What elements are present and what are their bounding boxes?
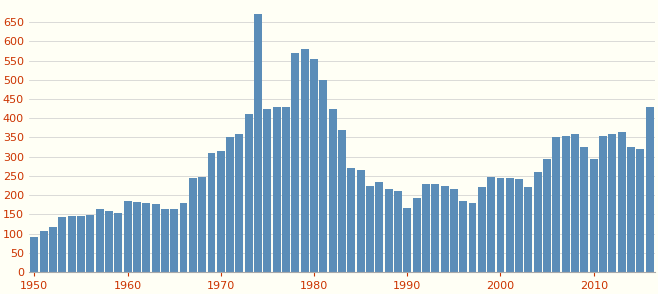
Bar	[357, 170, 365, 272]
Bar	[506, 178, 514, 272]
Bar	[142, 203, 150, 272]
Bar	[86, 215, 94, 272]
Bar	[543, 159, 551, 272]
Bar	[366, 186, 374, 272]
Bar	[562, 136, 570, 272]
Bar	[273, 107, 281, 272]
Bar	[180, 203, 188, 272]
Bar	[151, 204, 159, 272]
Bar	[609, 134, 617, 272]
Bar	[468, 203, 476, 272]
Bar	[282, 107, 290, 272]
Bar	[524, 187, 532, 272]
Bar	[590, 159, 597, 272]
Bar	[319, 80, 327, 272]
Bar	[301, 49, 309, 272]
Bar	[534, 172, 542, 272]
Bar	[403, 208, 411, 272]
Bar	[291, 53, 299, 272]
Bar	[114, 213, 122, 272]
Bar	[441, 186, 449, 272]
Bar	[68, 216, 76, 272]
Bar	[645, 107, 653, 272]
Bar	[347, 168, 355, 272]
Bar	[627, 147, 635, 272]
Bar	[431, 184, 439, 272]
Bar	[39, 230, 47, 272]
Bar	[553, 138, 561, 272]
Bar	[385, 189, 393, 272]
Bar	[105, 211, 113, 272]
Bar	[618, 132, 626, 272]
Bar	[95, 209, 103, 272]
Bar	[515, 179, 523, 272]
Bar	[263, 108, 271, 272]
Bar	[571, 134, 579, 272]
Bar	[189, 178, 197, 272]
Bar	[394, 191, 402, 272]
Bar	[236, 134, 243, 272]
Bar	[599, 136, 607, 272]
Bar	[77, 216, 85, 272]
Bar	[636, 149, 644, 272]
Bar	[413, 198, 420, 272]
Bar	[133, 202, 141, 272]
Bar	[49, 227, 57, 272]
Bar	[329, 108, 337, 272]
Bar	[59, 217, 66, 272]
Bar	[497, 178, 505, 272]
Bar	[422, 184, 430, 272]
Bar	[375, 182, 383, 272]
Bar	[226, 138, 234, 272]
Bar	[245, 114, 253, 272]
Bar	[487, 177, 495, 272]
Bar	[478, 187, 486, 272]
Bar	[459, 201, 467, 272]
Bar	[161, 209, 169, 272]
Bar	[310, 59, 318, 272]
Bar	[580, 147, 588, 272]
Bar	[170, 209, 178, 272]
Bar	[217, 151, 225, 272]
Bar	[124, 201, 132, 272]
Bar	[198, 177, 206, 272]
Bar	[338, 130, 346, 272]
Bar	[450, 189, 458, 272]
Bar	[30, 237, 38, 272]
Bar	[254, 14, 262, 272]
Bar	[207, 153, 215, 272]
